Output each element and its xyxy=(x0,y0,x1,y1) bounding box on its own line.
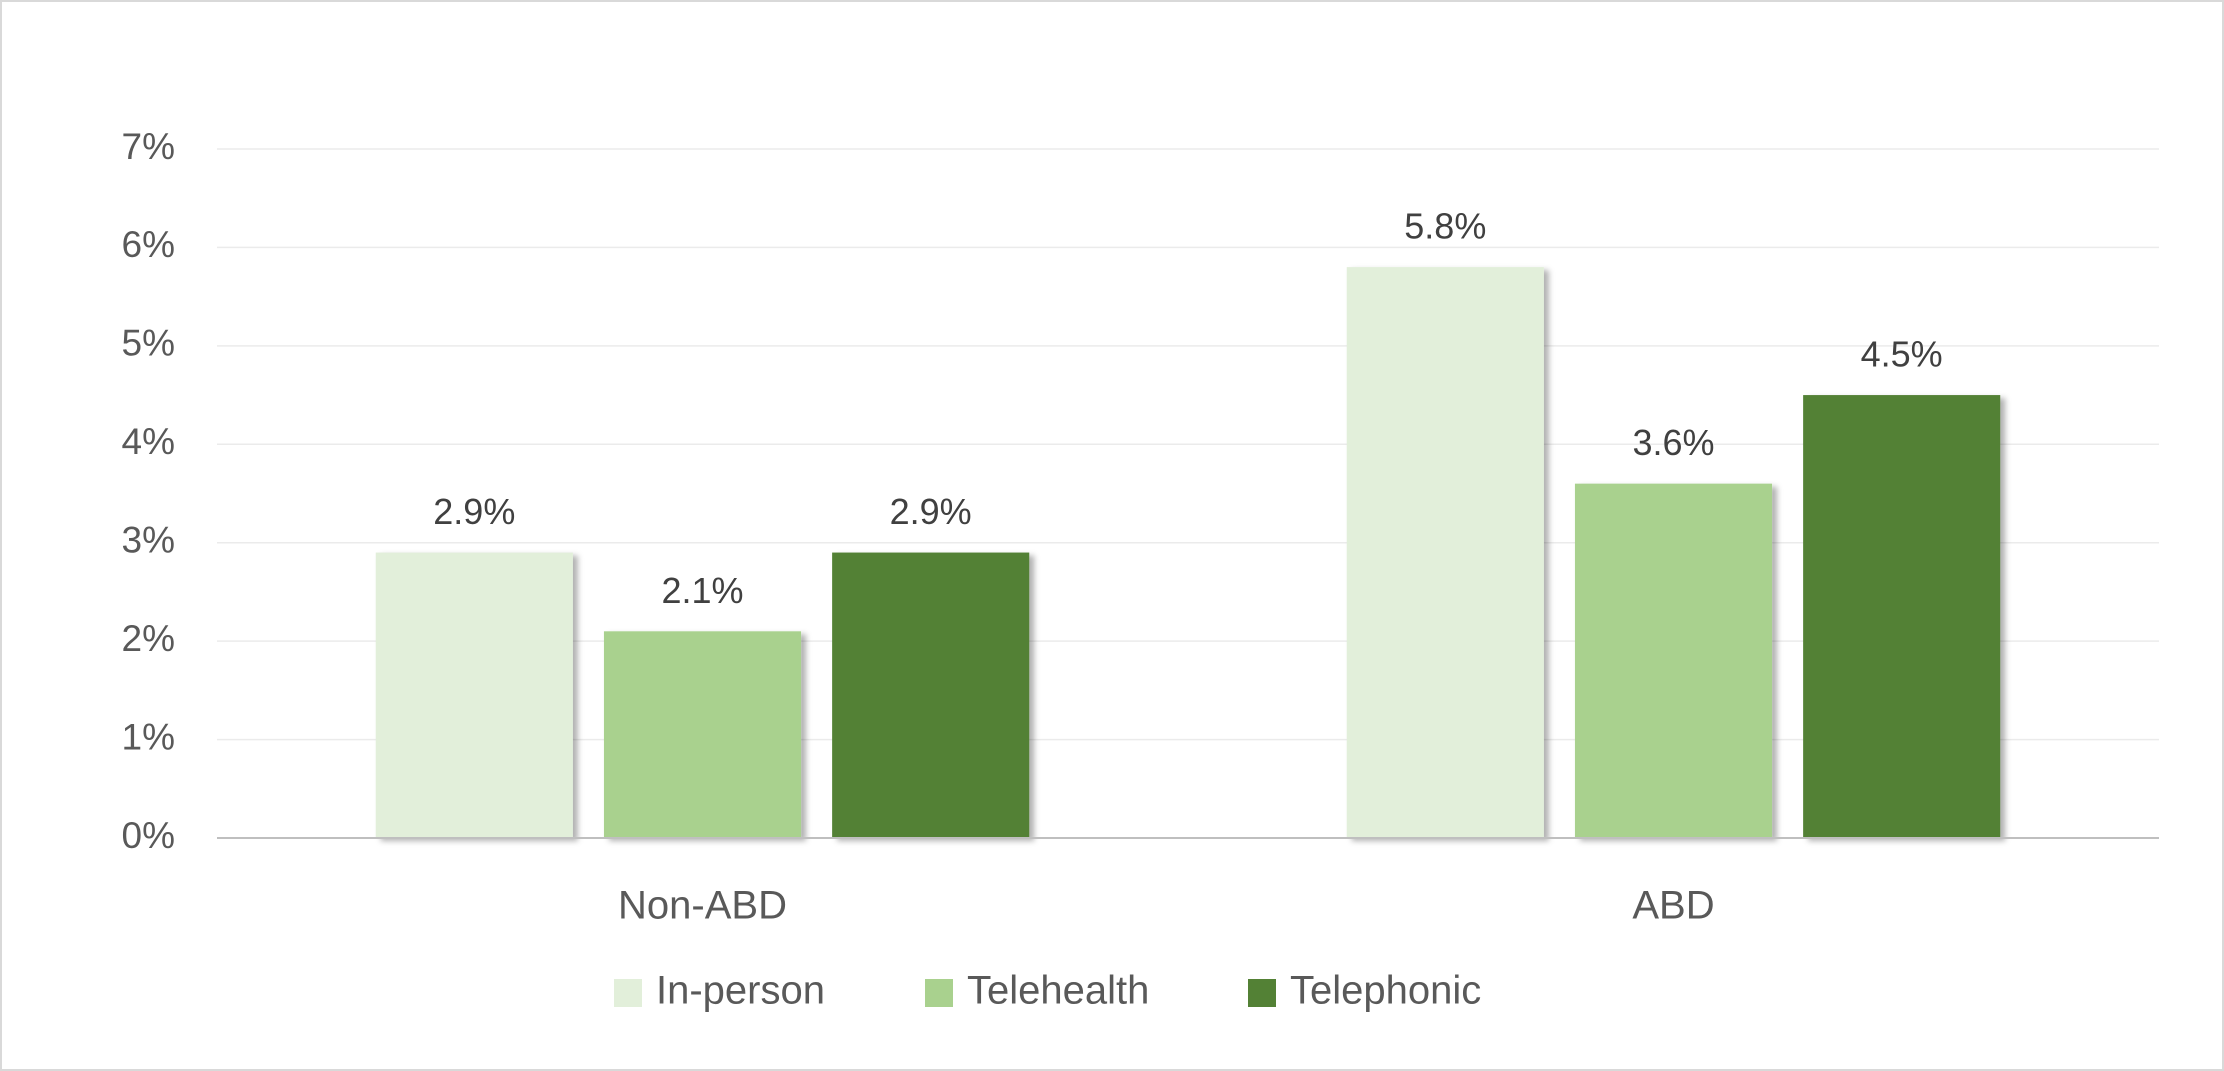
y-tick-label: 4% xyxy=(122,421,175,462)
legend-swatch xyxy=(1248,979,1276,1007)
bar xyxy=(1346,267,1544,839)
y-tick-label: 7% xyxy=(122,126,175,167)
data-label: 5.8% xyxy=(1404,206,1486,247)
y-tick-label: 5% xyxy=(122,323,175,364)
bar xyxy=(603,631,802,838)
x-tick-label: Non-ABD xyxy=(618,884,787,928)
legend-swatch xyxy=(925,979,953,1007)
bar xyxy=(375,552,573,838)
legend-swatch xyxy=(614,979,642,1007)
data-label: 3.6% xyxy=(1632,422,1714,463)
bar xyxy=(1803,395,2001,838)
y-tick-label: 3% xyxy=(122,519,175,560)
y-tick-label: 2% xyxy=(122,618,175,659)
x-tick-label: ABD xyxy=(1632,884,1714,928)
legend-label: Telephonic xyxy=(1290,969,1481,1013)
data-label: 2.9% xyxy=(433,491,515,532)
legend-label: In-person xyxy=(656,969,825,1013)
bar xyxy=(1574,483,1773,838)
data-label: 2.9% xyxy=(890,491,972,532)
legend-label: Telehealth xyxy=(967,969,1149,1013)
data-label: 2.1% xyxy=(661,570,743,611)
y-tick-label: 1% xyxy=(122,716,175,757)
bar xyxy=(832,552,1030,838)
y-tick-label: 6% xyxy=(122,224,175,265)
data-label: 4.5% xyxy=(1861,334,1943,375)
y-tick-label: 0% xyxy=(122,815,175,856)
